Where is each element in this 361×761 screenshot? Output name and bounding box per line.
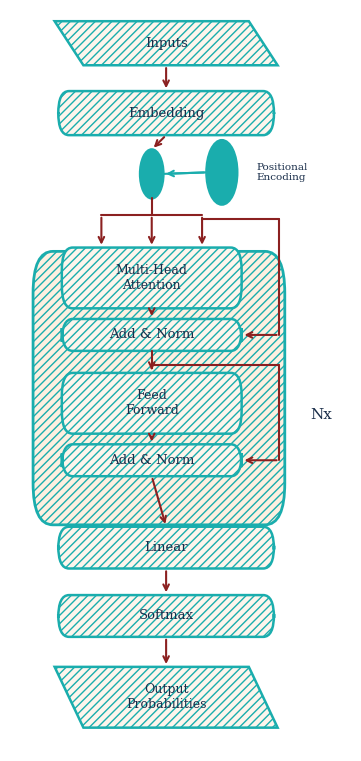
Text: Linear: Linear	[144, 541, 188, 554]
Text: Add & Norm: Add & Norm	[109, 329, 195, 342]
FancyBboxPatch shape	[58, 527, 274, 568]
Text: Embedding: Embedding	[128, 107, 204, 119]
Circle shape	[207, 141, 237, 204]
FancyBboxPatch shape	[62, 373, 242, 434]
Text: Add & Norm: Add & Norm	[109, 454, 195, 466]
Text: Positional
Encoding: Positional Encoding	[256, 163, 308, 182]
FancyBboxPatch shape	[58, 91, 274, 135]
FancyBboxPatch shape	[62, 319, 242, 351]
Circle shape	[140, 150, 163, 198]
FancyBboxPatch shape	[58, 595, 274, 637]
Polygon shape	[55, 21, 278, 65]
Text: Inputs: Inputs	[145, 37, 187, 49]
Text: Output
Probabilities: Output Probabilities	[126, 683, 206, 712]
Polygon shape	[55, 667, 278, 728]
Text: Multi-Head
Attention: Multi-Head Attention	[116, 264, 188, 292]
Text: Nx: Nx	[310, 408, 332, 422]
FancyBboxPatch shape	[62, 444, 242, 476]
Text: L: L	[217, 163, 227, 177]
FancyBboxPatch shape	[33, 251, 285, 525]
Text: Softmax: Softmax	[139, 610, 194, 622]
FancyBboxPatch shape	[62, 247, 242, 308]
Text: Feed
Forward: Feed Forward	[125, 390, 179, 417]
